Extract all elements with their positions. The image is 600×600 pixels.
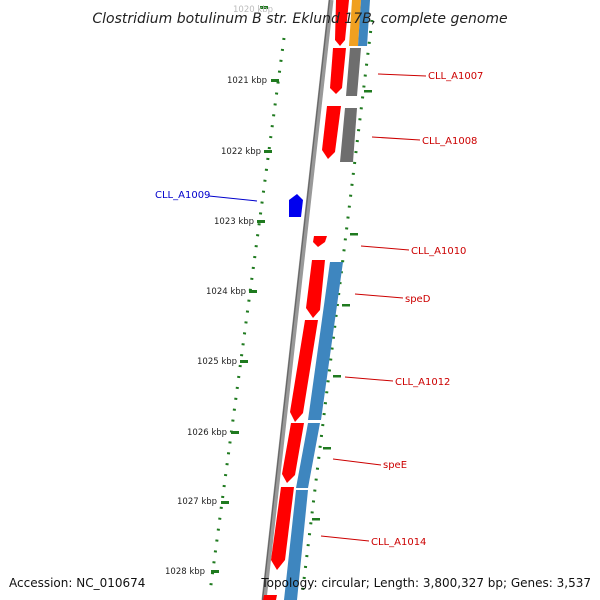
gene-arrow-forward: [282, 423, 304, 483]
gene-track: [263, 0, 349, 600]
cds-bar-blue: [358, 0, 370, 46]
gene-arrow-forward: [290, 320, 318, 422]
label-leader-line: [371, 136, 421, 141]
tick-label: 1028 kbp: [165, 567, 205, 577]
gene-arrow-forward: [322, 106, 341, 159]
gene-arrow-forward: [313, 236, 327, 247]
gene-arrow-forward: [271, 487, 294, 570]
tick-mark: [260, 6, 268, 9]
tick-label: 1027 kbp: [177, 497, 217, 507]
accession-label: Accession: NC_010674: [9, 576, 145, 590]
gene-arrow-forward: [335, 0, 349, 46]
label-leader-line: [377, 73, 427, 77]
cds-bar-orange: [349, 0, 361, 46]
cds-bar-blue: [296, 423, 320, 488]
cds-bar-gray: [340, 108, 357, 162]
tick-label: 1025 kbp: [197, 357, 237, 367]
outer-tick: [364, 90, 372, 93]
tick-mark: [211, 570, 219, 573]
cds-track: [284, 0, 370, 600]
tick-mark: [231, 431, 239, 434]
gene-label: speE: [383, 460, 407, 471]
genome-backbone: [261, 0, 334, 600]
label-leader-line: [354, 293, 404, 299]
cds-bar-blue: [308, 262, 343, 420]
outer-tick: [342, 304, 350, 307]
label-leader-line: [344, 376, 394, 382]
tick-mark: [249, 290, 257, 293]
label-leader-line: [332, 458, 382, 466]
gene-label: CLL_A1008: [422, 136, 477, 147]
tick-label: 1021 kbp: [227, 76, 267, 86]
gene-label: CLL_A1012: [395, 377, 450, 388]
gene-label: CLL_A1014: [371, 537, 426, 548]
gene-label: CLL_A1010: [411, 246, 466, 257]
tick-mark: [240, 360, 248, 363]
gene-label: speD: [405, 294, 431, 305]
tick-label: 1020 kbp: [233, 5, 273, 15]
map-title: Clostridium botulinum B str. Eklund 17B,…: [92, 11, 507, 27]
gene-arrow-forward: [263, 595, 277, 600]
tick-mark: [257, 220, 265, 223]
gene-labels: CLL_A1007 CLL_A1008 CLL_A1009 CLL_A1010 …: [155, 71, 483, 548]
label-leader-line: [360, 245, 410, 251]
gene-arrow-forward: [306, 260, 325, 318]
cds-bar-blue: [284, 490, 308, 600]
tick-label: 1024 kbp: [206, 287, 246, 297]
label-leader-line: [320, 535, 370, 542]
tick-label: 1026 kbp: [187, 428, 227, 438]
gene-label: CLL_A1007: [428, 71, 483, 82]
tick-label: 1023 kbp: [214, 217, 254, 227]
tick-label: 1022 kbp: [221, 147, 261, 157]
label-leader-line: [208, 195, 258, 202]
gene-arrow-reverse: [289, 194, 303, 217]
outer-tick: [333, 375, 341, 378]
tick-mark: [271, 79, 279, 82]
topology-label: Topology: circular; Length: 3,800,327 bp…: [260, 576, 591, 590]
gene-arrow-forward: [330, 48, 346, 94]
outer-tick: [312, 518, 320, 521]
outer-tick: [350, 233, 358, 236]
genome-backbone-shadow: [261, 0, 331, 600]
cds-bar-gray: [346, 48, 361, 96]
gene-label: CLL_A1009: [155, 190, 210, 201]
tick-mark: [221, 501, 229, 504]
tick-mark: [264, 150, 272, 153]
tick-group: 1020 kbp 1021 kbp 1022 kbp 1023 kbp 1024…: [165, 5, 372, 577]
outer-tick: [323, 447, 331, 450]
